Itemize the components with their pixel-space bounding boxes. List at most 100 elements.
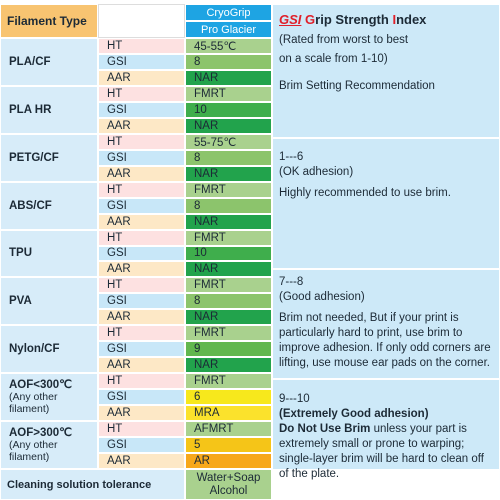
param-label: AAR [98,213,185,230]
param-label: GSI [98,389,185,406]
filament-name: TPU [9,247,32,260]
filament-type-header: Filament Type [0,4,98,38]
value-cell: 6 [185,389,272,406]
param-label: HT [98,38,185,54]
product-name: CryoGrip [185,4,272,21]
title-part: ndex [396,12,427,27]
param-label: HT [98,277,185,294]
value-cell: 45-55℃ [185,38,272,54]
param-label: HT [98,421,185,438]
param-label: GSI [98,101,185,118]
param-label: GSI [98,53,185,70]
notes-intro: GSI Grip Strength Index (Rated from wors… [272,4,500,138]
level-range: 1---6 [279,151,304,163]
filament-cell: AOF>300℃ (Any other filament) [0,421,98,469]
param-label: HT [98,181,185,198]
value-cell: 10 [185,101,272,118]
notes-subtitle: on a scale from 1-10) [279,53,388,65]
param-label: GSI [98,293,185,310]
value-cell: FMRT [185,277,272,294]
notes-subtitle: (Rated from worst to best [279,34,409,46]
filament-cell: Nylon/CF [0,325,98,374]
value-cell: NAR [185,69,272,86]
param-label: HT [98,229,185,246]
value-cell: FMRT [185,85,272,102]
title-part: GSI [279,12,302,27]
filament-name: Nylon/CF [9,343,60,356]
value-cell: NAR [185,261,272,278]
filament-cell: PLA HR [0,85,98,134]
level-label: (Good adhesion) [279,291,365,303]
value-cell: 8 [185,293,272,310]
value-cell: FMRT [185,181,272,198]
filament-name: filament) [9,451,50,464]
filament-name: AOF<300℃ [9,379,73,392]
filament-cell: PLA/CF [0,38,98,86]
level-text-wrap: Do Not Use Brim unless your part is extr… [279,422,493,482]
value-cell: 9 [185,341,272,358]
param-label: AAR [98,117,185,134]
footer-value: Water+Soap Alcohol [185,469,272,500]
filament-cell: AOF<300℃ (Any other filament) [0,373,98,422]
value-cell: AR [185,453,272,469]
level-text: Highly recommended to use brim. [279,187,451,199]
filament-cell: ABS/CF [0,181,98,230]
param-label: GSI [98,341,185,358]
filament-name: AOF>300℃ [9,427,73,440]
param-label: GSI [98,245,185,262]
value-cell: AFMRT [185,421,272,438]
level-box: 7---8 (Good adhesion) Brim not needed, B… [272,269,500,379]
brim-heading: Brim Setting Recommendation [279,80,435,92]
level-text: Brim not needed, But if your print is pa… [279,312,491,369]
param-label: AAR [98,357,185,374]
filament-name: PETG/CF [9,151,59,164]
level-range: 7---8 [279,276,304,288]
param-label: AAR [98,261,185,278]
footer-line: Alcohol [209,484,248,497]
filament-cell: TPU [0,229,98,278]
value-cell: NAR [185,213,272,230]
value-cell: 8 [185,53,272,70]
level-label: (Extremely Good adhesion) [279,408,429,420]
title-part: I [392,12,397,27]
param-label: AAR [98,453,185,469]
filament-name: (Any other [9,439,58,452]
filament-name: PVA [9,295,32,308]
value-cell: 55-75℃ [185,133,272,150]
value-cell: FMRT [185,229,272,246]
param-label: AAR [98,165,185,182]
param-label: GSI [98,437,185,454]
filament-cell: PVA [0,277,98,326]
value-cell: FMRT [185,373,272,390]
param-label: GSI [98,149,185,166]
level-bold: Do Not Use Brim [279,423,371,435]
param-label: HT [98,325,185,342]
level-label: (OK adhesion) [279,166,354,178]
value-cell: NAR [185,165,272,182]
filament-name: (Any other [9,391,58,404]
footer-label: Cleaning solution tolerance [0,469,185,500]
level-box: 1---6 (OK adhesion) Highly recommended t… [272,138,500,269]
value-cell: NAR [185,117,272,134]
param-label: AAR [98,405,185,422]
notes-title: GSI Grip Strength Index [279,12,493,27]
value-cell: 8 [185,149,272,166]
filament-name: ABS/CF [9,199,52,212]
level-range: 9---10 [279,393,310,405]
footer-line: Water+Soap [196,471,261,484]
title-part: rip Strength [315,12,393,27]
param-label: HT [98,85,185,102]
param-label: AAR [98,69,185,86]
param-label: GSI [98,197,185,214]
filament-cell: PETG/CF [0,133,98,182]
title-part: G [305,12,316,27]
filament-name: filament) [9,403,50,416]
value-cell: 5 [185,437,272,454]
value-cell: 8 [185,197,272,214]
value-cell: NAR [185,309,272,326]
filament-name: PLA HR [9,103,52,116]
param-label: HT [98,133,185,150]
blank-header [98,4,185,38]
param-label: HT [98,373,185,390]
